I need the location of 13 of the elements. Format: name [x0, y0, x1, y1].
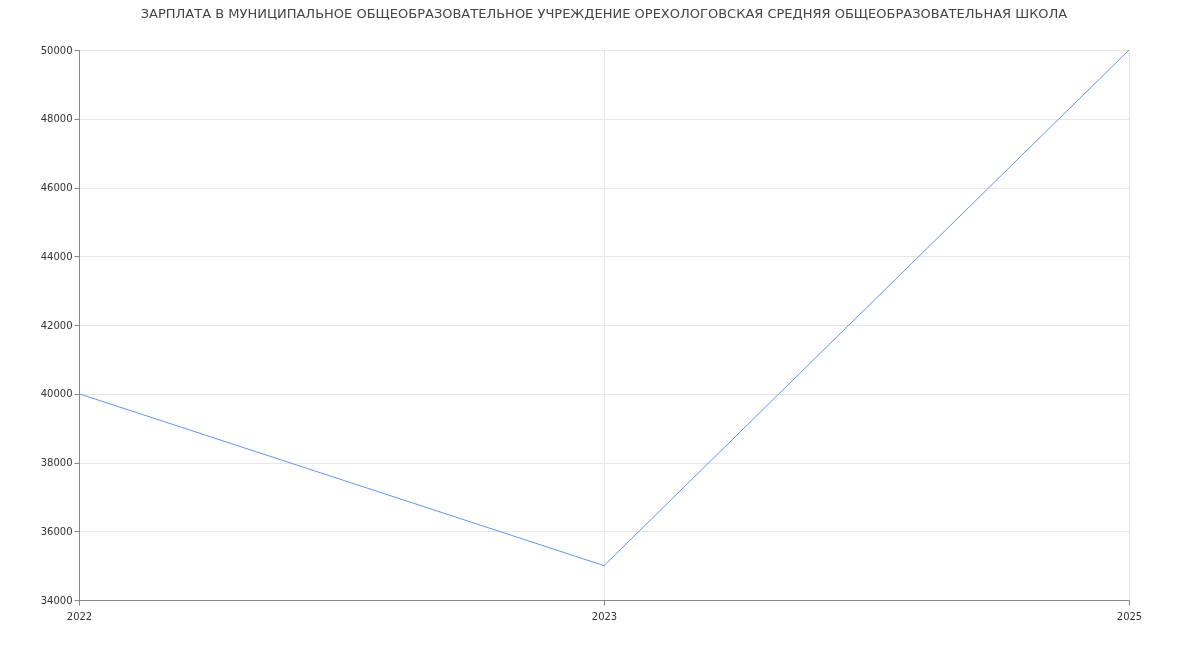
y-tick-label: 46000 — [40, 182, 73, 193]
x-tick-label: 2023 — [591, 610, 618, 622]
y-tick-label: 34000 — [40, 594, 73, 606]
y-tick-label: 40000 — [40, 388, 73, 400]
x-tick-label: 2025 — [1116, 610, 1143, 622]
x-tick-label: 2022 — [66, 610, 93, 622]
y-tick-label: 48000 — [40, 113, 73, 125]
y-tick-label: 44000 — [40, 250, 73, 262]
y-tick-label: 36000 — [40, 525, 73, 537]
y-tick-label: 42000 — [40, 319, 73, 331]
y-tick-label: 38000 — [40, 457, 73, 468]
y-tick-label: 50000 — [40, 44, 73, 56]
chart-title: ЗАРПЛАТА В МУНИЦИПАЛЬНОЕ ОБЩЕОБРАЗОВАТЕЛЬНОЕ УЧРЕЖДЕНИЕ ОРЕХОЛОГОВСКАЯ СРЕДНЯЯ ОБЩЕОБРАЗОВАТЕЛЬНАЯ ШКОЛА — [140, 6, 1068, 21]
